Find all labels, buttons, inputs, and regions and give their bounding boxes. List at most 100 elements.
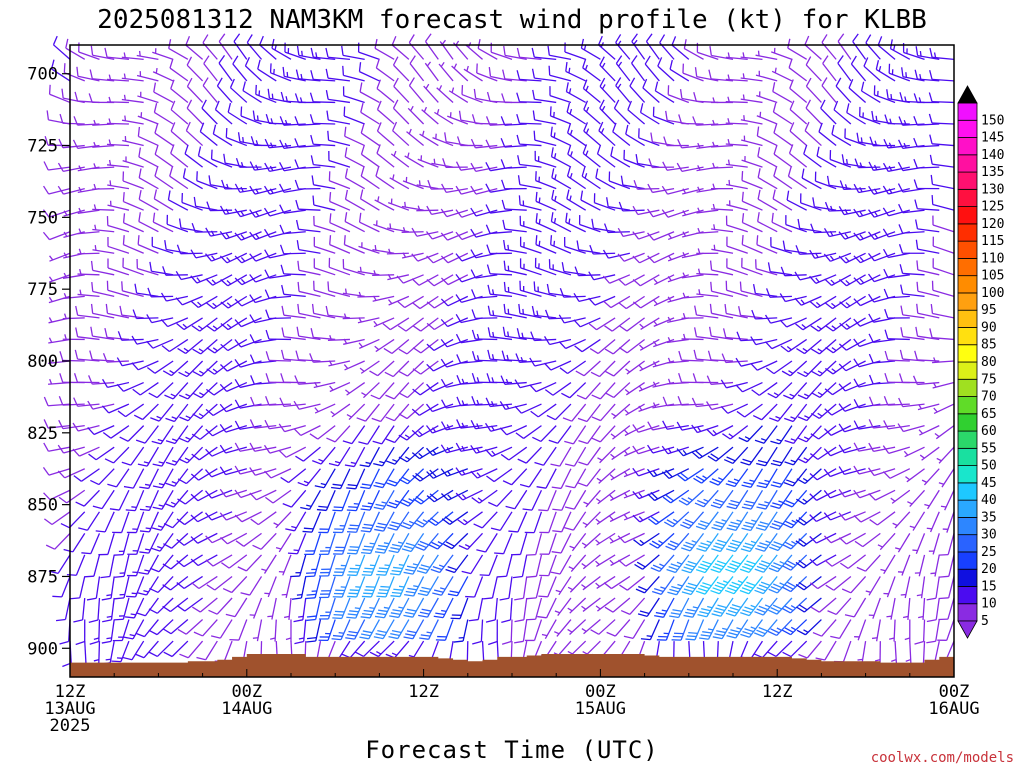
wind-barb <box>332 576 351 598</box>
wind-barb <box>814 171 837 190</box>
wind-barb <box>632 295 660 309</box>
wind-barb <box>386 468 410 487</box>
wind-barb <box>632 445 660 455</box>
wind-barb <box>631 55 646 82</box>
wind-barb <box>485 597 498 623</box>
wind-barb <box>265 351 292 362</box>
wind-barb <box>73 468 100 482</box>
wind-barb <box>152 489 174 510</box>
wind-barb <box>92 204 115 211</box>
wind-barb <box>472 619 484 645</box>
wind-barb <box>691 424 719 434</box>
wind-barb <box>435 619 454 641</box>
wind-barb <box>534 150 557 168</box>
wind-barb <box>264 138 292 149</box>
wind-barb <box>427 179 454 190</box>
wind-barb <box>602 274 631 284</box>
wind-barb <box>676 421 704 431</box>
wind-barb <box>470 468 498 479</box>
wind-barb <box>530 403 557 418</box>
colorbar-cell <box>957 206 978 225</box>
credit-link[interactable]: coolwx.com/models <box>871 750 1014 766</box>
wind-barb <box>106 74 129 82</box>
wind-barb <box>426 360 454 372</box>
wind-barb <box>678 372 704 384</box>
wind-barb <box>928 92 955 104</box>
wind-barb <box>416 205 439 212</box>
wind-barb <box>214 640 233 663</box>
wind-barb <box>780 266 807 277</box>
wind-barb <box>164 489 189 508</box>
wind-barb <box>280 264 306 276</box>
wind-barb <box>505 489 528 510</box>
wind-barb <box>265 489 292 504</box>
wind-barb <box>647 421 675 431</box>
wind-barb <box>344 382 366 396</box>
wind-barb <box>797 425 822 443</box>
wind-barb <box>440 295 469 307</box>
wind-barb <box>902 597 911 620</box>
wind-barb <box>877 532 896 551</box>
wind-barb <box>573 292 601 302</box>
wind-barb <box>503 281 527 297</box>
wind-barb <box>757 212 778 233</box>
wind-barb <box>824 425 852 436</box>
wind-barb <box>186 56 204 82</box>
wind-barb <box>581 597 601 612</box>
wind-barb <box>853 231 881 241</box>
wind-barb <box>138 147 159 168</box>
wind-barb <box>577 403 601 423</box>
wind-barb <box>65 38 86 60</box>
wind-barb <box>426 338 454 352</box>
wind-barb <box>610 146 631 168</box>
wind-barb <box>789 122 808 147</box>
wind-barb <box>234 252 262 264</box>
wind-barb <box>770 237 793 254</box>
wind-barb <box>193 196 218 211</box>
wind-barb <box>152 446 174 467</box>
wind-barb <box>310 70 336 82</box>
wind-barb <box>677 396 704 406</box>
wind-barb <box>408 34 425 60</box>
wind-barb <box>132 382 159 396</box>
wind-barb <box>249 419 277 429</box>
terrain <box>70 654 954 677</box>
wind-barb <box>471 350 498 362</box>
wind-barb <box>455 161 483 171</box>
wind-barb <box>313 381 336 389</box>
wind-barb <box>869 511 896 526</box>
colorbar-cell <box>957 361 978 380</box>
wind-barb <box>597 35 616 60</box>
wind-barb <box>547 45 572 61</box>
wind-barb <box>347 511 366 533</box>
wind-barb <box>514 576 528 601</box>
wind-barb <box>374 511 395 532</box>
wind-barb <box>526 533 543 556</box>
x-tick-label: 16AUG <box>928 699 979 719</box>
wind-barb <box>297 303 321 319</box>
wind-barb <box>374 196 395 211</box>
wind-barb <box>222 576 248 594</box>
wind-barb <box>710 183 734 190</box>
wind-barb <box>113 597 130 621</box>
wind-barb <box>695 511 719 531</box>
wind-barb <box>909 511 926 531</box>
wind-barb <box>376 144 395 168</box>
wind-barb <box>112 511 130 534</box>
wind-barb <box>913 93 940 104</box>
wind-barb <box>740 446 763 466</box>
wind-barb <box>544 382 572 396</box>
wind-barb <box>138 189 159 211</box>
wind-barb <box>279 224 306 235</box>
wind-barb <box>823 532 852 544</box>
wind-barb <box>181 192 203 211</box>
colorbar-label: 30 <box>981 528 997 543</box>
wind-barb <box>137 576 159 596</box>
wind-barb <box>62 334 85 341</box>
wind-barb <box>165 446 189 466</box>
wind-barb <box>165 403 189 423</box>
wind-barb <box>853 317 881 327</box>
wind-barb <box>913 158 940 169</box>
wind-barb <box>295 350 321 362</box>
wind-barb <box>294 179 321 190</box>
